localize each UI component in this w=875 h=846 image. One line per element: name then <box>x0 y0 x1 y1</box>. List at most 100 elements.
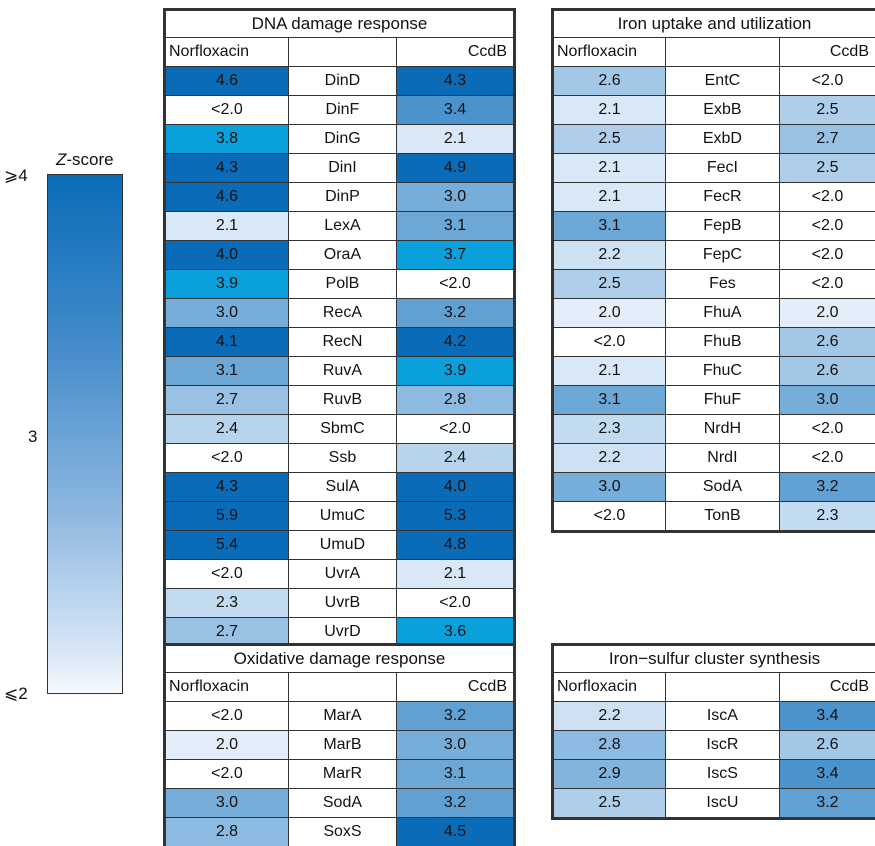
table-title: DNA damage response <box>166 11 513 38</box>
ccdb-cell: 3.4 <box>778 760 875 788</box>
ccdb-cell: 2.6 <box>778 328 875 356</box>
norfloxacin-cell: 2.8 <box>166 818 288 846</box>
norfloxacin-cell: 4.1 <box>166 328 288 356</box>
header-ccdb: CcdB <box>778 38 875 66</box>
norfloxacin-cell: <2.0 <box>166 444 288 472</box>
ccdb-cell: <2.0 <box>396 270 513 298</box>
norfloxacin-cell: 3.0 <box>166 299 288 327</box>
norfloxacin-cell: 4.3 <box>166 473 288 501</box>
table-row: 2.4 SbmC <2.0 <box>166 415 513 444</box>
norfloxacin-cell: 2.2 <box>554 702 665 730</box>
gene-cell: MarR <box>287 760 396 788</box>
norfloxacin-cell: 3.0 <box>554 473 665 501</box>
norfloxacin-cell: <2.0 <box>166 96 288 124</box>
gene-cell: MarA <box>287 702 396 730</box>
gene-cell: UmuC <box>287 502 396 530</box>
norfloxacin-cell: 2.1 <box>554 183 665 211</box>
header-gene <box>287 38 396 66</box>
ccdb-cell: 4.8 <box>396 531 513 559</box>
table-row: 2.1 FhuC 2.6 <box>554 357 875 386</box>
norfloxacin-cell: <2.0 <box>554 502 665 530</box>
gene-cell: DinP <box>287 183 396 211</box>
gene-cell: UvrD <box>287 618 396 646</box>
norfloxacin-cell: <2.0 <box>166 702 288 730</box>
norfloxacin-cell: 2.7 <box>166 386 288 414</box>
table-row: 2.1 FecR <2.0 <box>554 183 875 212</box>
header-norfloxacin: Norfloxacin <box>557 43 638 60</box>
legend-mid-label: 3 <box>28 427 38 446</box>
table-row: 3.1 FhuF 3.0 <box>554 386 875 415</box>
ccdb-cell: 2.6 <box>778 731 875 759</box>
table-row: 5.9 UmuC 5.3 <box>166 502 513 531</box>
norfloxacin-cell: 3.1 <box>554 386 665 414</box>
table-row: 2.2 IscA 3.4 <box>554 702 875 731</box>
ccdb-cell: <2.0 <box>778 415 875 443</box>
gene-cell: UvrA <box>287 560 396 588</box>
norfloxacin-cell: 3.1 <box>554 212 665 240</box>
header-gene <box>664 38 779 66</box>
table-row: 3.9 PolB <2.0 <box>166 270 513 299</box>
ccdb-cell: 4.0 <box>396 473 513 501</box>
ccdb-cell: 3.0 <box>396 183 513 211</box>
gene-cell: RecA <box>287 299 396 327</box>
table-row: 3.1 RuvA 3.9 <box>166 357 513 386</box>
table-header-row: Norfloxacin CcdB <box>166 673 513 702</box>
gene-cell: FepB <box>664 212 779 240</box>
ccdb-cell: <2.0 <box>778 183 875 211</box>
ccdb-cell: <2.0 <box>396 589 513 617</box>
table-iron-uptake: Iron uptake and utilization Norfloxacin Cc… <box>551 8 875 533</box>
table-dna-damage-response: DNA damage response Norfloxacin CcdB 4.6 Din… <box>163 8 516 649</box>
norfloxacin-cell: 2.2 <box>554 241 665 269</box>
norfloxacin-cell: 3.9 <box>166 270 288 298</box>
norfloxacin-cell: 4.6 <box>166 183 288 211</box>
norfloxacin-cell: 2.2 <box>554 444 665 472</box>
table-row: <2.0 MarA 3.2 <box>166 702 513 731</box>
gene-cell: IscS <box>664 760 779 788</box>
ccdb-cell: 4.3 <box>396 67 513 95</box>
gene-cell: IscU <box>664 789 779 817</box>
legend-bottom-label: ⩽2 <box>4 684 28 703</box>
gene-cell: LexA <box>287 212 396 240</box>
gene-cell: RecN <box>287 328 396 356</box>
ccdb-cell: 4.9 <box>396 154 513 182</box>
table-row: 2.3 NrdH <2.0 <box>554 415 875 444</box>
gene-cell: ExbD <box>664 125 779 153</box>
table-oxidative-damage-response: Oxidative damage response Norfloxacin CcdB… <box>163 643 516 846</box>
norfloxacin-cell: <2.0 <box>166 560 288 588</box>
ccdb-cell: 3.2 <box>778 789 875 817</box>
header-gene <box>664 673 779 701</box>
norfloxacin-cell: 2.0 <box>166 731 288 759</box>
gene-cell: PolB <box>287 270 396 298</box>
gene-cell: FhuA <box>664 299 779 327</box>
ccdb-cell: 2.1 <box>396 560 513 588</box>
norfloxacin-cell: 2.4 <box>166 415 288 443</box>
header-ccdb: CcdB <box>395 673 513 701</box>
ccdb-cell: 2.6 <box>778 357 875 385</box>
gene-cell: NrdI <box>664 444 779 472</box>
legend-title: Z-score <box>56 150 136 170</box>
gene-cell: FhuF <box>664 386 779 414</box>
table-row: 2.5 Fes <2.0 <box>554 270 875 299</box>
header-gene <box>287 673 396 701</box>
table-row: 2.5 IscU 3.2 <box>554 789 875 817</box>
gene-cell: Fes <box>664 270 779 298</box>
ccdb-cell: 4.5 <box>396 818 513 846</box>
ccdb-cell: 2.0 <box>778 299 875 327</box>
header-norfloxacin: Norfloxacin <box>169 678 250 695</box>
ccdb-cell: 3.0 <box>396 731 513 759</box>
ccdb-cell: 2.8 <box>396 386 513 414</box>
legend-title-rest: -score <box>66 150 114 169</box>
ccdb-cell: 3.0 <box>778 386 875 414</box>
gene-cell: TonB <box>664 502 779 530</box>
gene-cell: FhuB <box>664 328 779 356</box>
table-header-row: Norfloxacin CcdB <box>166 38 513 67</box>
table-row: 2.8 SoxS 4.5 <box>166 818 513 846</box>
norfloxacin-cell: 2.3 <box>166 589 288 617</box>
ccdb-cell: 3.1 <box>396 760 513 788</box>
table-title: Oxidative damage response <box>166 646 513 673</box>
ccdb-cell: 2.1 <box>396 125 513 153</box>
ccdb-cell: 3.6 <box>396 618 513 646</box>
table-row: 2.7 RuvB 2.8 <box>166 386 513 415</box>
gene-cell: RuvA <box>287 357 396 385</box>
gene-cell: OraA <box>287 241 396 269</box>
